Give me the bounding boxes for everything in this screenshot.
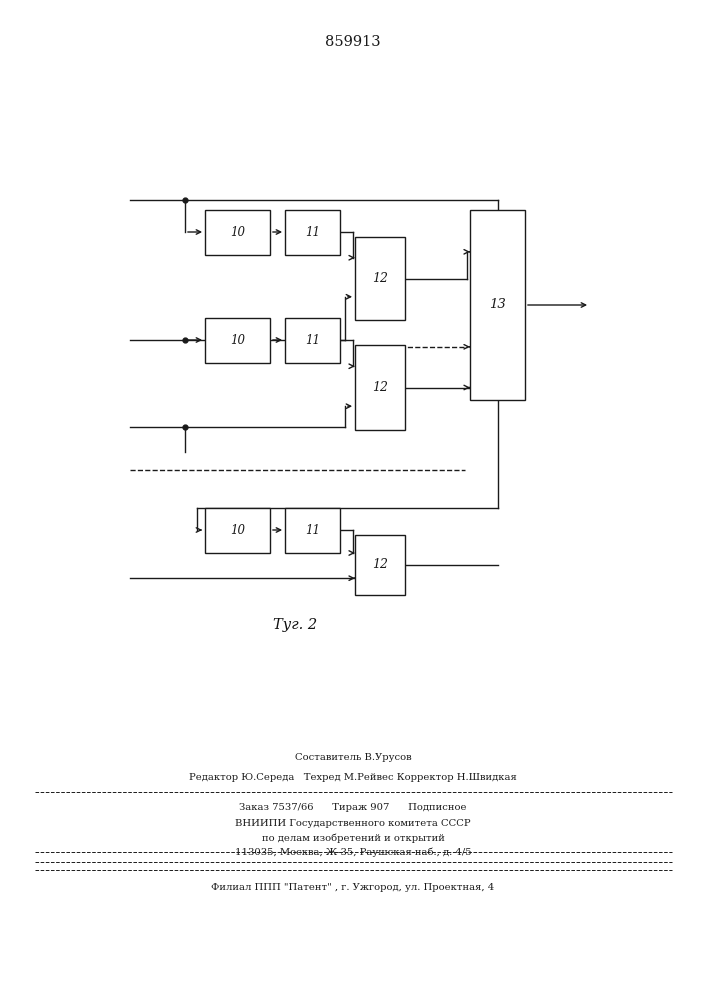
Text: 10: 10: [230, 226, 245, 238]
Text: 11: 11: [305, 226, 320, 238]
Bar: [205, 318, 270, 362]
Text: ВНИИПИ Государственного комитета СССР: ВНИИПИ Государственного комитета СССР: [235, 820, 471, 828]
Bar: [355, 535, 405, 595]
Text: 12: 12: [372, 381, 388, 394]
Text: Τуг. 2: Τуг. 2: [273, 618, 317, 632]
Text: Составитель В.Урусов: Составитель В.Урусов: [295, 754, 411, 762]
Text: 859913: 859913: [325, 35, 381, 49]
Text: 113035, Москва, Ж-35, Раушская наб., д. 4/5: 113035, Москва, Ж-35, Раушская наб., д. …: [235, 847, 472, 857]
Bar: [285, 508, 340, 552]
Bar: [205, 210, 270, 254]
Text: 13: 13: [489, 298, 506, 312]
Bar: [355, 345, 405, 430]
Text: 11: 11: [305, 334, 320, 347]
Text: 12: 12: [372, 558, 388, 572]
Text: 10: 10: [230, 334, 245, 347]
Text: 10: 10: [230, 524, 245, 536]
Text: Заказ 7537/66      Тираж 907      Подписное: Заказ 7537/66 Тираж 907 Подписное: [239, 804, 467, 812]
Text: 12: 12: [372, 272, 388, 285]
Bar: [470, 210, 525, 400]
Text: Редактор Ю.Середа   Техред М.Рейвес Корректор Н.Швидкая: Редактор Ю.Середа Техред М.Рейвес Коррек…: [189, 774, 517, 782]
Text: 11: 11: [305, 524, 320, 536]
Bar: [355, 237, 405, 320]
Text: Филиал ППП "Патент" , г. Ужгород, ул. Проектная, 4: Филиал ППП "Патент" , г. Ужгород, ул. Пр…: [211, 884, 495, 892]
Bar: [285, 318, 340, 362]
Text: по делам изобретений и открытий: по делам изобретений и открытий: [262, 833, 445, 843]
Bar: [205, 508, 270, 552]
Bar: [285, 210, 340, 254]
